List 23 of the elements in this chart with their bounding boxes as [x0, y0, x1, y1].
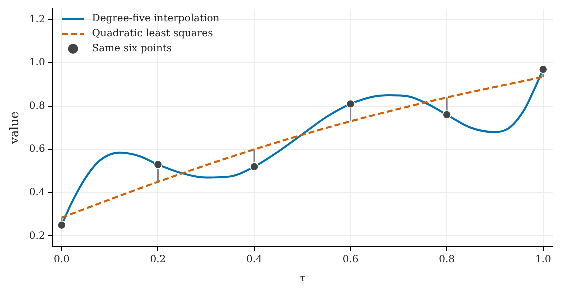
point — [346, 100, 356, 109]
x-tick-label: 0.4 — [246, 254, 262, 266]
x-tick-label: 0.6 — [342, 254, 359, 266]
point — [538, 65, 548, 74]
x-axis-title: τ — [300, 274, 306, 285]
y-tick-label: 0.6 — [29, 144, 46, 156]
y-tick-label: 0.4 — [29, 188, 46, 199]
point — [154, 160, 163, 170]
x-tick-label: 0.0 — [54, 254, 70, 266]
legend-label: Quadratic least squares — [92, 28, 214, 40]
y-tick-label: 0.8 — [29, 100, 46, 112]
point — [250, 162, 259, 172]
y-tick-label: 0.2 — [29, 230, 46, 242]
x-tick-label: 0.2 — [150, 254, 166, 266]
x-tick-label: 1.0 — [535, 254, 552, 266]
legend-label: Same six points — [92, 44, 172, 55]
y-tick-label: 1.2 — [29, 14, 46, 26]
y-axis-title: value — [7, 112, 22, 146]
x-tick-label: 0.8 — [439, 254, 456, 266]
point — [442, 110, 452, 120]
y-tick-label: 1.0 — [29, 58, 46, 69]
point — [58, 220, 66, 230]
legend-label: Degree-five interpolation — [92, 14, 220, 25]
